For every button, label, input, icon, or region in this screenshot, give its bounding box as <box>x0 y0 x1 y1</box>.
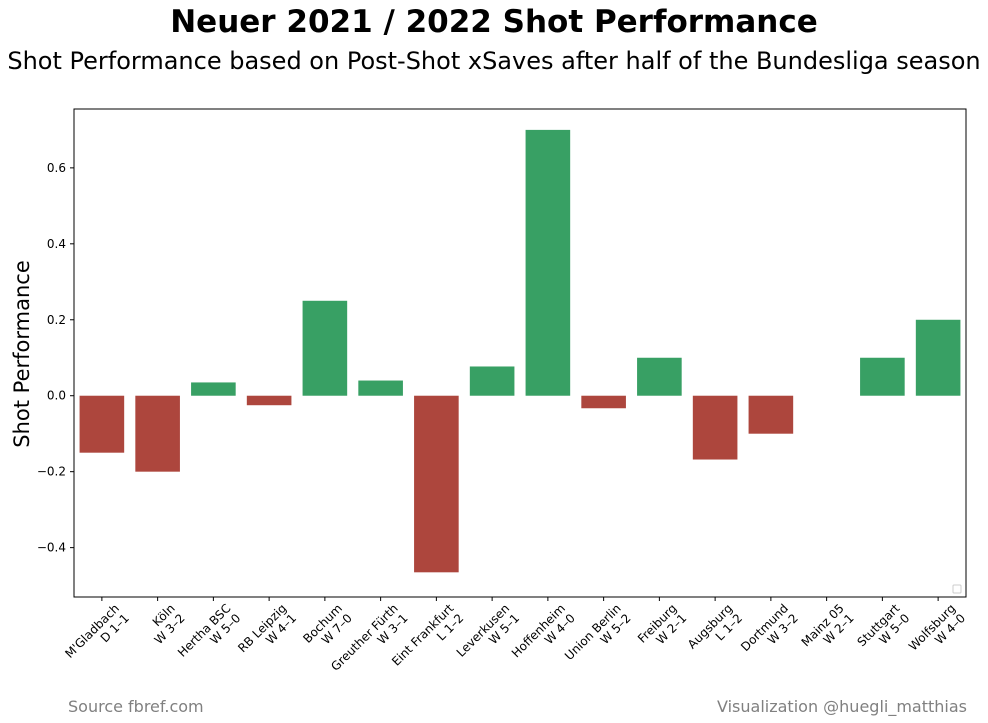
bar-1 <box>135 395 180 472</box>
bar-11 <box>692 395 738 460</box>
bar-6 <box>414 395 459 573</box>
credit-note: Visualization @huegli_matthias <box>717 697 967 716</box>
bar-0 <box>79 395 125 453</box>
bar-12 <box>748 395 794 434</box>
x-tick-label: FreiburgW 2–1 <box>635 601 689 655</box>
x-tick-label: StuttgartW 5–0 <box>854 601 912 659</box>
bar-15 <box>915 319 961 396</box>
y-axis-label: Shot Performance <box>10 260 34 447</box>
bar-5 <box>358 380 403 396</box>
x-tick-label: DortmundW 3–2 <box>738 601 801 664</box>
x-tick-label: RB LeipzigW 4–1 <box>235 601 299 665</box>
y-tick-label: 0.6 <box>47 161 66 175</box>
bar-3 <box>246 395 292 406</box>
x-tick-label: Union BerlinW 5–2 <box>562 601 634 673</box>
plot-frame <box>73 108 967 598</box>
bar-8 <box>525 129 571 396</box>
chart-title: Neuer 2021 / 2022 Shot Performance <box>170 4 818 40</box>
bar-4 <box>302 300 348 396</box>
chart-subtitle: Shot Performance based on Post-Shot xSav… <box>7 47 981 75</box>
x-tick-label: Mainz 05W 2–1 <box>799 601 857 659</box>
bar-14 <box>860 357 905 396</box>
x-tick-label: M'GladbachD 1–1 <box>62 601 132 671</box>
bar-2 <box>191 382 236 396</box>
y-tick-label: 0.0 <box>47 389 66 403</box>
bar-7 <box>469 366 515 396</box>
y-tick-label: −0.2 <box>37 465 66 479</box>
y-tick-label: −0.4 <box>37 541 66 555</box>
x-tick-label: Hertha BSCW 5–0 <box>175 601 243 669</box>
bar-9 <box>581 395 626 409</box>
legend-box <box>952 584 962 594</box>
x-tick-label: WolfsburgW 4–0 <box>906 601 968 663</box>
source-note: Source fbref.com <box>68 697 204 716</box>
bar-10 <box>637 357 682 396</box>
bar-chart: Shot Performance −0.4 −0.2 0.0 0.2 0.4 0.6 M'… <box>10 108 968 674</box>
x-tick-label: AugsburgL 1–2 <box>685 601 745 661</box>
y-tick-label: 0.4 <box>47 237 66 251</box>
x-tick-label: KölnW 3–2 <box>142 601 188 647</box>
y-tick-label: 0.2 <box>47 313 66 327</box>
x-tick-label: LeverkusenW 5–1 <box>454 601 522 669</box>
